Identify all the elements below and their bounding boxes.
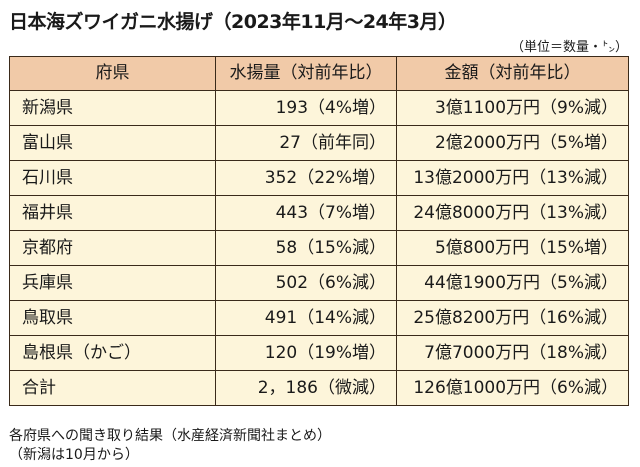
table-row: 富山県 27（前年同） 2億2000万円（5%増） — [9, 125, 629, 161]
amount-cell: 24億8000万円（13%減） — [396, 195, 629, 231]
catch-cell: 352（22%増） — [215, 160, 397, 196]
amount-cell: 126億1000万円（6%減） — [396, 370, 629, 406]
catch-cell: 120（19%増） — [215, 335, 397, 371]
table-row: 福井県 443（7%増） 24億8000万円（13%減） — [9, 195, 629, 231]
prefecture-cell: 兵庫県 — [9, 265, 216, 301]
catch-cell: 58（15%減） — [215, 230, 397, 266]
catch-cell: 502（6%減） — [215, 265, 397, 301]
prefecture-cell: 石川県 — [9, 160, 216, 196]
table-header-row: 府県 水揚量（対前年比） 金額（対前年比） — [9, 56, 629, 91]
source-note: 各府県への聞き取り結果（水産経済新聞社まとめ） — [9, 428, 331, 444]
table-row: 島根県（かご） 120（19%増） 7億7000万円（18%減） — [9, 335, 629, 371]
amount-cell: 13億2000万円（13%減） — [396, 160, 629, 196]
catch-table: 府県 水揚量（対前年比） 金額（対前年比） 新潟県 193（4%増） 3億110… — [9, 56, 629, 406]
table-row: 京都府 58（15%減） 5億800万円（15%増） — [9, 230, 629, 266]
header-prefecture: 府県 — [9, 56, 216, 91]
table-row: 新潟県 193（4%増） 3億1100万円（9%減） — [9, 90, 629, 126]
catch-cell: 491（14%減） — [215, 300, 397, 336]
prefecture-cell: 合計 — [9, 370, 216, 406]
table-row: 鳥取県 491（14%減） 25億8200万円（16%減） — [9, 300, 629, 336]
catch-cell: 27（前年同） — [215, 125, 397, 161]
amount-cell: 7億7000万円（18%減） — [396, 335, 629, 371]
prefecture-cell: 鳥取県 — [9, 300, 216, 336]
amount-cell: 44億1900万円（5%減） — [396, 265, 629, 301]
prefecture-cell: 福井県 — [9, 195, 216, 231]
header-amount: 金額（対前年比） — [396, 56, 629, 91]
amount-cell: 3億1100万円（9%減） — [396, 90, 629, 126]
catch-cell: 443（7%増） — [215, 195, 397, 231]
table-row: 石川県 352（22%増） 13億2000万円（13%減） — [9, 160, 629, 196]
unit-label: （単位＝数量・㌧） — [510, 40, 628, 55]
prefecture-cell: 島根県（かご） — [9, 335, 216, 371]
figure-title: 日本海ズワイガニ水揚げ（2023年11月～24年3月） — [9, 11, 457, 33]
amount-cell: 25億8200万円（16%減） — [396, 300, 629, 336]
total-row: 合計 2，186（微減） 126億1000万円（6%減） — [9, 370, 629, 406]
prefecture-cell: 新潟県 — [9, 90, 216, 126]
catch-cell: 2，186（微減） — [215, 370, 397, 406]
header-catch: 水揚量（対前年比） — [215, 56, 397, 91]
amount-cell: 2億2000万円（5%増） — [396, 125, 629, 161]
prefecture-cell: 富山県 — [9, 125, 216, 161]
amount-cell: 5億800万円（15%増） — [396, 230, 629, 266]
period-note: （新潟は10月から） — [9, 447, 139, 463]
catch-cell: 193（4%増） — [215, 90, 397, 126]
table-row: 兵庫県 502（6%減） 44億1900万円（5%減） — [9, 265, 629, 301]
prefecture-cell: 京都府 — [9, 230, 216, 266]
